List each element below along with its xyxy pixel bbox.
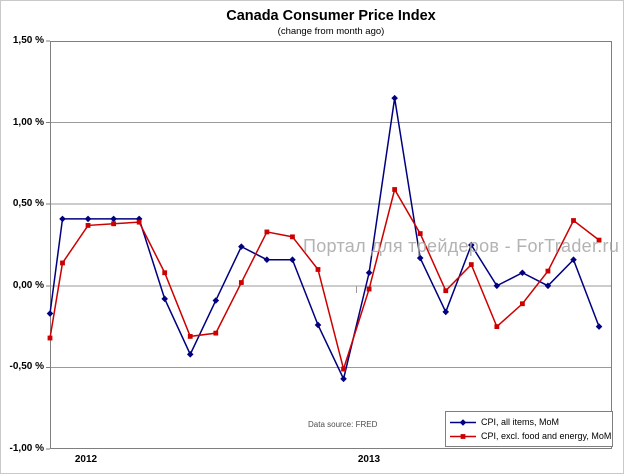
data-point-marker — [443, 288, 449, 294]
data-point-marker — [570, 256, 577, 263]
y-axis-label: 1,50 % — [12, 35, 44, 46]
series-cpi-all-items — [46, 94, 603, 383]
data-point-marker — [392, 187, 398, 192]
chart-title: Canada Consumer Price Index — [226, 8, 436, 24]
x-axis-label-2012: 2012 — [74, 454, 98, 465]
data-point-marker — [314, 321, 322, 329]
legend: CPI, all items, MoM CPI, excl. food and e… — [445, 411, 613, 447]
data-point-marker — [545, 268, 551, 274]
data-point-marker — [212, 297, 220, 304]
data-point-marker — [544, 282, 552, 290]
y-axis-label: -1,00 % — [9, 443, 44, 454]
data-point-marker — [494, 324, 500, 329]
data-point-marker — [290, 234, 295, 240]
data-point-marker — [110, 215, 117, 223]
y-axis-label: 0,50 % — [12, 198, 44, 210]
legend-label: CPI, all items, MoM — [481, 417, 560, 427]
legend-swatch — [450, 433, 476, 439]
legend-label: CPI, excl. food and energy, MoM — [481, 431, 612, 441]
data-point-marker — [264, 229, 270, 235]
data-point-marker — [187, 333, 193, 339]
data-point-marker — [493, 282, 501, 290]
data-point-marker — [59, 215, 66, 223]
data-point-marker — [263, 256, 271, 263]
legend-swatch — [450, 418, 476, 426]
data-point-marker — [520, 301, 525, 307]
data-point-marker — [162, 270, 168, 276]
data-point-marker — [213, 330, 219, 336]
data-point-marker — [366, 286, 372, 292]
data-point-marker — [340, 375, 347, 383]
data-source-note: Data source: FRED — [308, 420, 378, 429]
data-point-marker — [468, 262, 474, 267]
y-axis-label: -0,50 % — [9, 361, 44, 373]
data-point-marker — [84, 215, 92, 223]
data-point-marker — [365, 269, 373, 277]
chart-subtitle: (change from month ago) — [277, 26, 385, 37]
data-point-marker — [468, 241, 475, 249]
data-point-marker — [186, 351, 194, 358]
data-point-marker — [238, 280, 244, 285]
data-point-marker — [416, 254, 424, 262]
series-cpi-core — [47, 187, 602, 372]
y-axis-label: 0,00 % — [12, 279, 44, 291]
data-point-marker — [85, 223, 91, 228]
data-point-marker — [289, 256, 296, 263]
data-point-marker — [46, 310, 54, 317]
data-point-marker — [238, 243, 245, 250]
y-axis-label: 1,00 % — [12, 116, 44, 128]
data-point-marker — [60, 260, 65, 266]
data-point-marker — [111, 221, 116, 227]
data-point-marker — [596, 237, 602, 243]
data-point-marker — [519, 269, 526, 277]
legend-item-all-items: CPI, all items, MoM — [449, 415, 610, 429]
data-point-marker — [315, 267, 321, 272]
data-point-marker — [341, 366, 346, 372]
legend-item-core: CPI, excl. food and energy, MoM — [449, 429, 612, 443]
data-point-marker — [595, 323, 603, 330]
data-point-marker — [47, 335, 53, 341]
data-point-marker — [136, 219, 142, 225]
data-point-marker — [417, 231, 423, 236]
x-axis-label-2013: 2013 — [357, 454, 381, 465]
data-point-marker — [161, 295, 168, 303]
data-point-marker — [391, 94, 398, 102]
data-point-marker — [442, 308, 450, 316]
data-point-marker — [571, 218, 576, 223]
